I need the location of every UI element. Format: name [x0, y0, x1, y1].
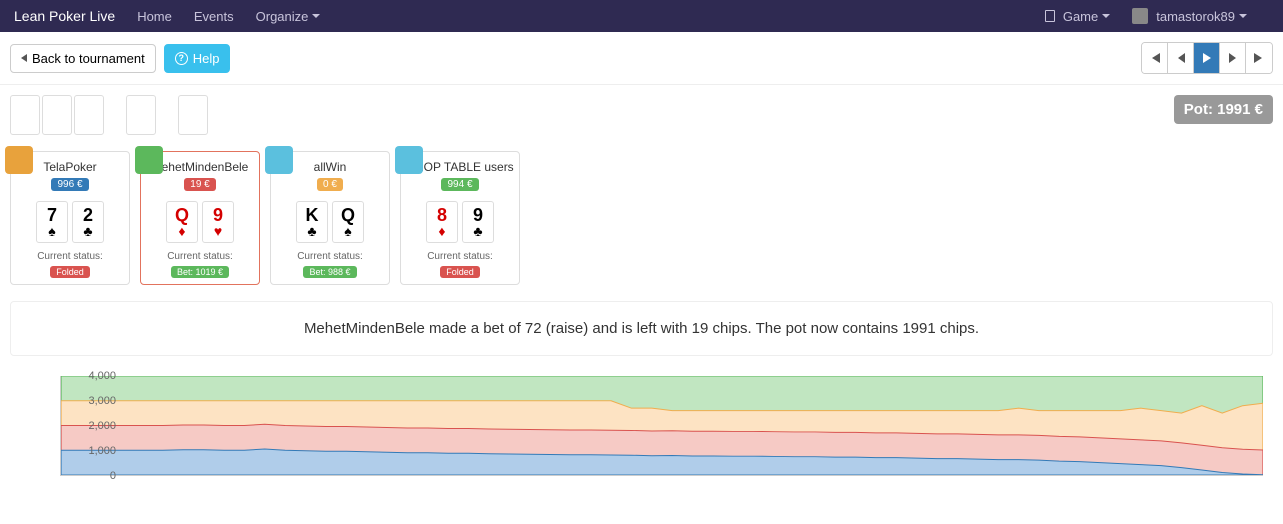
card-slot — [42, 95, 72, 135]
playing-card: Q♠ — [332, 201, 364, 243]
player-card: DROP TABLE users994 €8♦9♣Current status:… — [400, 151, 520, 285]
playing-card: 9♥ — [202, 201, 234, 243]
nav-home[interactable]: Home — [137, 9, 172, 24]
status-badge: Bet: 1019 € — [171, 266, 229, 278]
next-button[interactable] — [1220, 43, 1246, 73]
player-card: TelaPoker996 €7♠2♣Current status:Folded — [10, 151, 130, 285]
pot-badge: Pot: 1991 € — [1174, 95, 1273, 124]
play-button[interactable] — [1194, 43, 1220, 73]
back-button[interactable]: Back to tournament — [10, 44, 156, 73]
player-chips: 0 € — [317, 178, 343, 191]
playing-card: K♣ — [296, 201, 328, 243]
caret-down-icon — [1239, 14, 1247, 18]
player-card: allWin0 €K♣Q♠Current status:Bet: 988 € — [270, 151, 390, 285]
brand[interactable]: Lean Poker Live — [14, 8, 115, 24]
player-chips: 994 € — [441, 178, 478, 191]
playback-controls — [1141, 42, 1273, 74]
status-badge: Bet: 988 € — [303, 266, 356, 278]
caret-down-icon — [1102, 14, 1110, 18]
player-chips: 19 € — [184, 178, 215, 191]
card-slot — [74, 95, 104, 135]
playing-card: Q♦ — [166, 201, 198, 243]
status-badge: Folded — [50, 266, 90, 278]
file-icon — [1045, 10, 1055, 22]
nav-organize-label: Organize — [256, 9, 309, 24]
player-avatar — [135, 146, 163, 174]
player-avatar — [265, 146, 293, 174]
caret-down-icon — [312, 14, 320, 18]
card-slot — [178, 95, 208, 135]
help-label: Help — [193, 51, 220, 66]
community-cards-row: Pot: 1991 € — [0, 85, 1283, 145]
nav-user[interactable]: tamastorok89 — [1132, 8, 1247, 24]
prev-button[interactable] — [1168, 43, 1194, 73]
nav-events[interactable]: Events — [194, 9, 234, 24]
player-card: MehetMindenBele19 €Q♦9♥Current status:Be… — [140, 151, 260, 285]
question-icon: ? — [175, 52, 188, 65]
status-label: Current status: — [145, 251, 255, 262]
player-avatar — [5, 146, 33, 174]
player-avatar — [395, 146, 423, 174]
nav-organize[interactable]: Organize — [256, 9, 321, 24]
playing-card: 2♣ — [72, 201, 104, 243]
players-row: TelaPoker996 €7♠2♣Current status:FoldedM… — [0, 145, 1283, 291]
first-button[interactable] — [1142, 43, 1168, 73]
back-label: Back to tournament — [32, 51, 145, 66]
player-chips: 996 € — [51, 178, 88, 191]
card-slot — [10, 95, 40, 135]
nav-game[interactable]: Game — [1045, 9, 1110, 24]
playing-card: 9♣ — [462, 201, 494, 243]
status-message: MehetMindenBele made a bet of 72 (raise)… — [10, 301, 1273, 356]
status-label: Current status: — [275, 251, 385, 262]
playing-card: 8♦ — [426, 201, 458, 243]
status-label: Current status: — [15, 251, 125, 262]
card-slot — [126, 95, 156, 135]
toolbar: Back to tournament ? Help — [0, 32, 1283, 85]
username-label: tamastorok89 — [1156, 9, 1235, 24]
avatar-icon — [1132, 8, 1148, 24]
status-badge: Folded — [440, 266, 480, 278]
navbar: Lean Poker Live Home Events Organize Gam… — [0, 0, 1283, 32]
playing-card: 7♠ — [36, 201, 68, 243]
chip-chart: 01,0002,0003,0004,000 — [0, 366, 1283, 496]
chevron-left-icon — [21, 54, 27, 62]
nav-game-label: Game — [1063, 9, 1098, 24]
last-button[interactable] — [1246, 43, 1272, 73]
help-button[interactable]: ? Help — [164, 44, 231, 73]
status-label: Current status: — [405, 251, 515, 262]
